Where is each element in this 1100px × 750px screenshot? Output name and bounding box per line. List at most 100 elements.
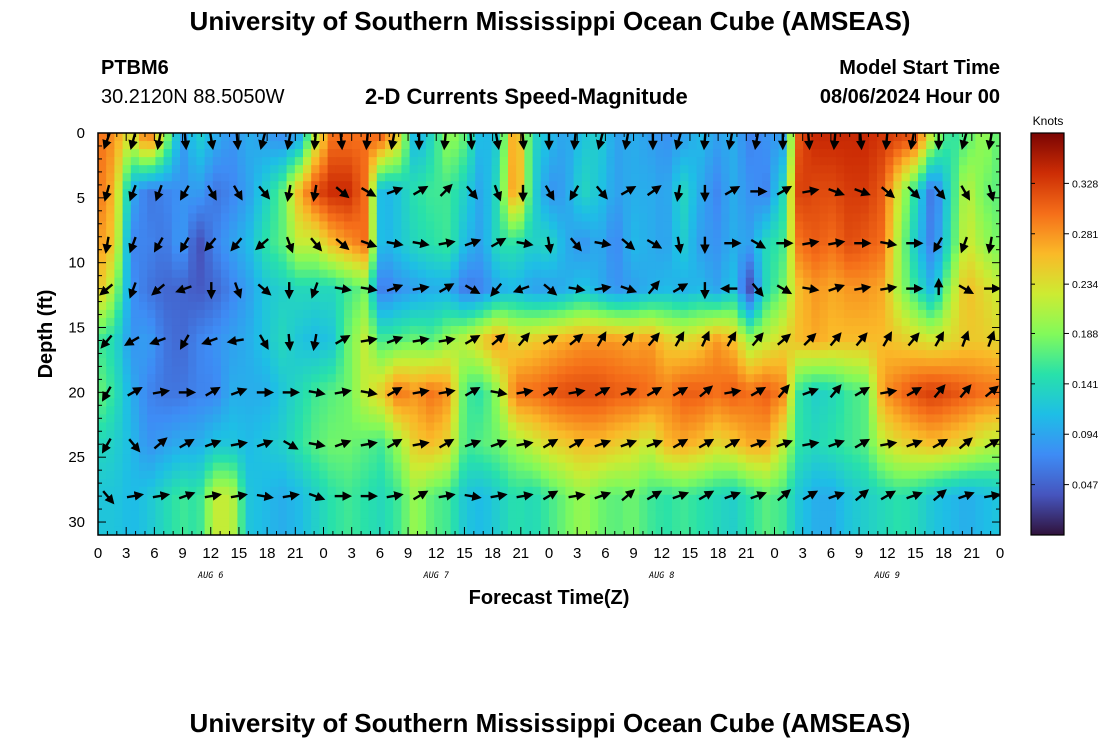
heatmap-cell (778, 165, 788, 174)
heatmap-cell (696, 358, 706, 367)
heatmap-cell (335, 526, 345, 535)
heatmap-cell (188, 133, 197, 142)
heatmap-cell (901, 374, 911, 383)
heatmap-cell (98, 414, 107, 424)
heatmap-cell (606, 398, 616, 407)
heatmap-cell (729, 414, 739, 424)
heatmap-cell (565, 181, 575, 190)
heatmap-cell (467, 229, 476, 239)
heatmap-cell (114, 502, 124, 512)
heatmap-cell (557, 173, 566, 182)
heatmap-cell (245, 181, 255, 190)
heatmap-cell (196, 374, 206, 383)
heatmap-cell (549, 253, 558, 263)
heatmap-cell (278, 157, 288, 166)
heatmap-cell (885, 133, 894, 142)
heatmap-cell (352, 382, 361, 391)
heatmap-cell (581, 229, 591, 239)
heatmap-cell (836, 430, 845, 440)
heatmap-cell (467, 486, 476, 496)
heatmap-cell (508, 390, 517, 399)
heatmap-cell (737, 358, 747, 367)
heatmap-cell (647, 342, 657, 351)
heatmap-cell (229, 470, 238, 480)
heatmap-cell (237, 342, 247, 351)
heatmap-cell (688, 269, 698, 279)
heatmap-cell (590, 221, 599, 231)
heatmap-cell (565, 390, 575, 399)
heatmap-cell (409, 213, 419, 223)
heatmap-cell (114, 325, 124, 335)
heatmap-cell (434, 293, 443, 303)
heatmap-cell (303, 342, 312, 351)
heatmap-cell (819, 446, 829, 456)
heatmap-cell (508, 221, 517, 231)
heatmap-cell (393, 398, 402, 407)
heatmap-cell (795, 398, 804, 407)
heatmap-cell (606, 470, 616, 480)
heatmap-cell (376, 237, 386, 247)
heatmap-cell (327, 293, 337, 303)
heatmap-cell (811, 382, 821, 391)
heatmap-cell (795, 494, 804, 504)
heatmap-cell (516, 309, 525, 319)
heatmap-cell (549, 478, 558, 488)
heatmap-cell (483, 390, 493, 399)
heatmap-cell (622, 510, 632, 520)
heatmap-cell (196, 502, 206, 512)
heatmap-cell (877, 342, 886, 351)
heatmap-cell (278, 149, 288, 158)
heatmap-cell (253, 342, 263, 351)
heatmap-cell (590, 510, 599, 520)
heatmap-cell (98, 301, 107, 311)
heatmap-cell (237, 293, 247, 303)
heatmap-cell (901, 157, 911, 166)
heatmap-cell (139, 382, 148, 391)
heatmap-cell (262, 366, 271, 375)
heatmap-cell (417, 462, 427, 472)
heatmap-cell (893, 494, 903, 504)
heatmap-cell (467, 277, 476, 287)
heatmap-cell (688, 374, 698, 383)
heatmap-cell (729, 342, 739, 351)
heatmap-cell (803, 422, 812, 432)
heatmap-cell (376, 438, 386, 448)
heatmap-cell (778, 317, 788, 327)
heatmap-cell (376, 342, 386, 351)
heatmap-cell (540, 309, 550, 319)
heatmap-cell (663, 334, 673, 343)
heatmap-cell (704, 237, 714, 247)
heatmap-cell (155, 253, 165, 263)
heatmap-cell (770, 438, 780, 448)
heatmap-cell (754, 470, 763, 480)
heatmap-cell (836, 165, 845, 174)
heatmap-cell (171, 478, 181, 488)
heatmap-cell (163, 181, 173, 190)
heatmap-cell (163, 374, 173, 383)
heatmap-cell (106, 430, 115, 440)
heatmap-cell (762, 237, 771, 247)
heatmap-cell (188, 486, 197, 496)
heatmap-cell (680, 253, 689, 263)
heatmap-cell (655, 342, 665, 351)
heatmap-cell (483, 422, 493, 432)
heatmap-cell (106, 149, 115, 158)
heatmap-cell (860, 462, 870, 472)
heatmap-cell (581, 390, 591, 399)
heatmap-cell (729, 157, 739, 166)
heatmap-cell (811, 245, 821, 255)
heatmap-cell (581, 309, 591, 319)
heatmap-cell (901, 301, 911, 311)
heatmap-cell (163, 285, 173, 295)
heatmap-cell (335, 398, 345, 407)
heatmap-cell (598, 293, 607, 303)
heatmap-cell (655, 157, 665, 166)
heatmap-cell (524, 189, 534, 198)
heatmap-cell (155, 229, 165, 239)
heatmap-cell (893, 165, 903, 174)
heatmap-cell (631, 398, 640, 407)
heatmap-cell (762, 285, 771, 295)
heatmap-cell (311, 478, 320, 488)
heatmap-cell (557, 325, 566, 335)
heatmap-cell (590, 141, 599, 150)
